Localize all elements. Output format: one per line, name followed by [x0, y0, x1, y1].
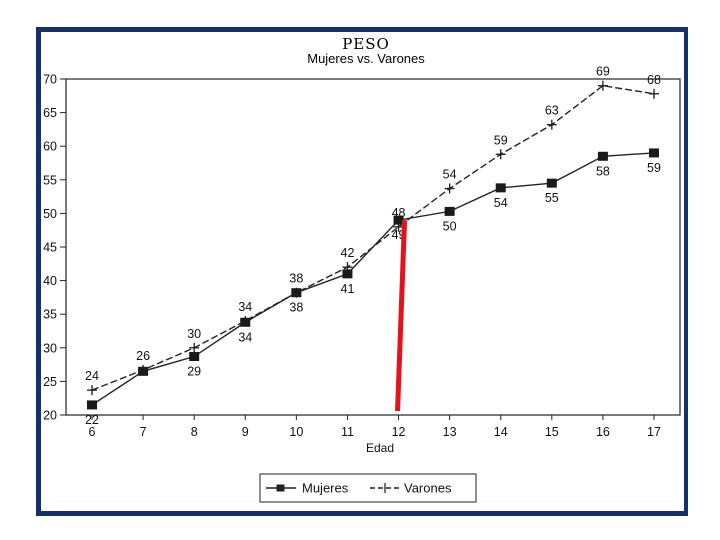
- data-label-varones: 38: [289, 272, 303, 286]
- x-axis-ticks: 6 7 8 9 10 11 12 13 14 15 16 17: [89, 415, 661, 439]
- y-tick-label: 55: [43, 173, 57, 187]
- data-label-mujeres: 55: [545, 191, 559, 205]
- data-label-varones: 42: [341, 246, 355, 260]
- marker-varones: [444, 183, 455, 194]
- y-tick-label: 45: [43, 241, 57, 255]
- x-tick-label: 6: [89, 425, 96, 439]
- data-label-mujeres: 41: [341, 282, 355, 296]
- x-tick-label: 17: [647, 425, 661, 439]
- data-label-mujeres: 38: [289, 301, 303, 315]
- data-label-varones: 26: [136, 349, 150, 363]
- y-tick-label: 60: [43, 140, 57, 154]
- data-label-varones: 30: [187, 327, 201, 341]
- x-tick-label: 11: [341, 425, 354, 439]
- data-label-mujeres: 29: [187, 365, 201, 379]
- marker-mujeres: [87, 400, 97, 410]
- y-axis-ticks: 20 25 30 35 40 45 50 55 60 65 70: [43, 73, 66, 423]
- series-line-varones: [91, 84, 655, 391]
- red-marker-line: [395, 220, 408, 412]
- data-label-varones: 24: [85, 369, 99, 383]
- y-tick-label: 70: [43, 73, 57, 87]
- marker-varones: [342, 262, 353, 273]
- x-tick-label: 12: [392, 425, 406, 439]
- x-tick-label: 9: [242, 425, 249, 439]
- data-label-mujeres: 54: [494, 196, 508, 210]
- data-label-varones: 68: [647, 73, 661, 87]
- x-axis-label: Edad: [366, 441, 394, 455]
- chart-paper: [41, 32, 684, 511]
- data-label-mujeres: 59: [647, 161, 661, 175]
- legend-varones-label: Varones: [404, 481, 452, 496]
- marker-mujeres: [393, 215, 404, 225]
- x-tick-label: 10: [289, 425, 303, 439]
- marker-mujeres: [597, 151, 608, 161]
- data-label-varones: 59: [494, 133, 508, 147]
- data-label-varones: 34: [238, 300, 252, 314]
- y-tick-label: 65: [43, 106, 57, 120]
- y-tick-label: 20: [43, 409, 57, 423]
- marker-varones: [87, 385, 97, 396]
- legend-mujeres-marker: [276, 484, 285, 492]
- x-tick-label: 13: [443, 425, 457, 439]
- x-tick-label: 14: [494, 425, 508, 439]
- vertical-marker: [395, 220, 408, 412]
- y-tick-label: 40: [43, 274, 57, 288]
- y-tick-label: 50: [43, 207, 57, 221]
- data-label-varones: 69: [596, 65, 610, 79]
- x-tick-label: 15: [545, 425, 559, 439]
- chart-subtitle: Mujeres vs. Varones: [307, 51, 425, 66]
- series-line-mujeres: [91, 152, 655, 406]
- marker-varones: [495, 149, 506, 160]
- marker-mujeres: [189, 352, 200, 362]
- marker-varones: [138, 364, 149, 375]
- x-tick-label: 7: [140, 425, 147, 439]
- data-label-mujeres: 58: [596, 164, 610, 178]
- marker-varones: [597, 80, 608, 91]
- y-tick-label: 25: [43, 375, 57, 389]
- data-label-mujeres: 50: [443, 219, 457, 233]
- y-tick-label: 35: [43, 308, 57, 322]
- legend: Mujeres Varones: [259, 473, 477, 503]
- data-label-varones: 54: [443, 168, 457, 182]
- marker-mujeres: [444, 206, 455, 216]
- marker-mujeres: [495, 183, 506, 193]
- legend-mujeres-label: Mujeres: [302, 481, 349, 496]
- data-label-mujeres: 22: [85, 413, 99, 427]
- marker-varones: [649, 88, 659, 99]
- marker-varones: [546, 119, 557, 130]
- series-group: [87, 80, 659, 410]
- chart-title: PESO: [342, 35, 390, 53]
- x-tick-label: 16: [596, 425, 610, 439]
- marker-mujeres: [546, 178, 557, 188]
- data-label-varones: 63: [545, 104, 559, 118]
- data-label-varones: 48: [392, 206, 406, 220]
- marker-varones: [240, 315, 251, 326]
- marker-varones: [291, 287, 302, 298]
- x-tick-label: 8: [191, 425, 198, 439]
- data-label-mujeres: 34: [238, 330, 252, 344]
- marker-mujeres: [342, 269, 353, 279]
- marker-varones: [189, 342, 200, 353]
- marker-mujeres: [649, 148, 659, 158]
- y-tick-label: 30: [43, 341, 57, 355]
